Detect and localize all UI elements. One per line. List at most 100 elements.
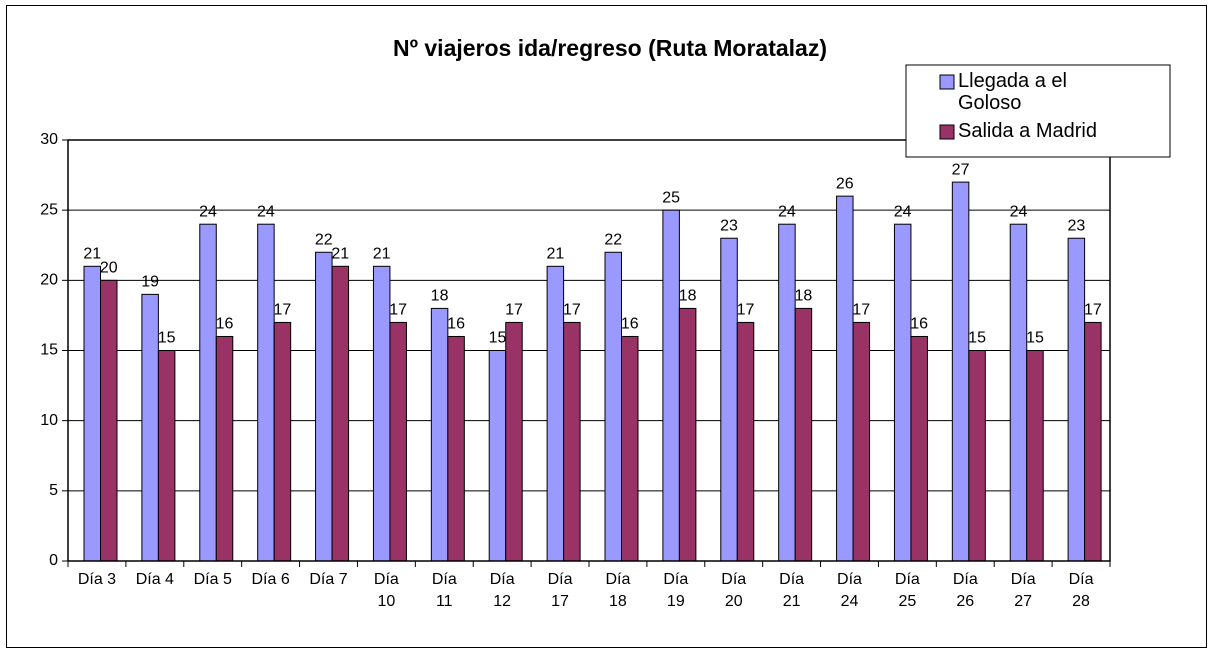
x-tick-label: Día 11 — [432, 571, 457, 610]
bar — [447, 335, 465, 562]
data-label: 17 — [389, 302, 407, 319]
legend-label: Salida a Madrid — [958, 120, 1097, 142]
bar — [852, 321, 871, 562]
data-label: 23 — [720, 217, 738, 234]
x-tick-label: Día 19 — [663, 571, 688, 610]
data-label: 24 — [894, 203, 912, 220]
x-tick-label: Día 4 — [136, 571, 174, 588]
data-label: 17 — [505, 302, 523, 319]
bar — [372, 265, 391, 562]
bar — [389, 321, 407, 562]
data-label: 17 — [737, 302, 755, 319]
bar — [546, 265, 565, 562]
data-label: 26 — [836, 175, 854, 192]
x-tick-label: Día 20 — [721, 571, 746, 610]
bar — [430, 307, 449, 562]
bar — [1067, 237, 1086, 562]
x-tick-label: Día 5 — [194, 571, 232, 588]
plot-border — [67, 139, 1111, 562]
x-tick-label: Día 26 — [953, 571, 978, 610]
data-label: 21 — [83, 246, 101, 263]
x-tick-label: Día 7 — [309, 571, 347, 588]
x-tick-label: Día 27 — [1011, 571, 1036, 610]
bar — [893, 223, 912, 562]
bar — [488, 350, 507, 562]
bar — [1084, 321, 1102, 562]
data-label: 21 — [373, 246, 391, 263]
y-tick-label: 30 — [40, 131, 58, 148]
bar — [910, 335, 928, 562]
bar — [505, 321, 523, 562]
bar — [157, 350, 176, 562]
bar — [720, 237, 738, 562]
data-label: 16 — [216, 316, 234, 333]
bar — [273, 321, 292, 562]
bar — [100, 279, 118, 562]
bar — [604, 251, 622, 562]
data-label: 27 — [952, 161, 970, 178]
data-label: 24 — [1010, 203, 1028, 220]
data-label: 19 — [141, 274, 159, 291]
bar — [331, 265, 350, 562]
bar — [257, 223, 275, 562]
bar — [83, 265, 101, 562]
y-tick-label: 20 — [40, 272, 58, 289]
legend-label: Llegada a el Goloso — [958, 70, 1067, 114]
legend-swatch — [939, 124, 955, 140]
data-label: 17 — [563, 302, 581, 319]
bar — [678, 307, 697, 562]
x-tick-label: Día 24 — [837, 571, 862, 610]
y-tick-label: 10 — [40, 412, 58, 429]
y-tick-label: 25 — [40, 201, 58, 218]
x-tick-label: Día 18 — [605, 571, 630, 610]
data-label: 20 — [100, 260, 118, 277]
x-tick-label: Día 3 — [78, 571, 116, 588]
data-label: 24 — [199, 203, 217, 220]
data-label: 18 — [431, 288, 449, 305]
x-tick-label: Día 28 — [1069, 571, 1094, 610]
legend-swatch — [939, 74, 955, 90]
bar — [794, 307, 813, 562]
data-label: 16 — [447, 316, 465, 333]
data-label: 16 — [621, 316, 639, 333]
data-label: 17 — [852, 302, 870, 319]
data-label: 18 — [679, 288, 697, 305]
y-tick-label: 5 — [49, 482, 58, 499]
data-label: 16 — [910, 316, 928, 333]
data-label: 15 — [158, 330, 176, 347]
data-label: 25 — [662, 189, 680, 206]
bar — [778, 223, 796, 562]
bar — [836, 195, 854, 562]
bar — [951, 181, 970, 562]
bar — [199, 223, 217, 562]
y-tick-label: 0 — [49, 552, 58, 569]
x-tick-label: Día 6 — [251, 571, 289, 588]
bar — [1026, 350, 1044, 562]
x-tick-label: Día 12 — [490, 571, 515, 610]
data-label: 23 — [1067, 217, 1085, 234]
bar — [968, 350, 986, 562]
data-label: 21 — [331, 246, 349, 263]
data-label: 22 — [315, 231, 333, 248]
x-tick-label: Día 17 — [548, 571, 573, 610]
data-label: 15 — [489, 330, 507, 347]
data-label: 17 — [274, 302, 292, 319]
data-label: 15 — [968, 330, 986, 347]
data-label: 18 — [795, 288, 813, 305]
data-label: 17 — [1084, 302, 1102, 319]
bar — [736, 321, 755, 562]
data-label: 24 — [257, 203, 275, 220]
bar — [215, 335, 234, 562]
chart-title: Nº viajeros ida/regreso (Ruta Moratalaz) — [393, 35, 827, 61]
bar — [563, 321, 581, 562]
bar — [662, 209, 680, 562]
data-label: 21 — [546, 246, 564, 263]
bar — [315, 251, 333, 562]
x-tick-label: Día 21 — [779, 571, 804, 610]
data-label: 22 — [604, 231, 622, 248]
data-label: 24 — [778, 203, 796, 220]
bar — [1009, 223, 1028, 562]
x-tick-label: Día 25 — [895, 571, 920, 610]
x-tick-label: Día 10 — [374, 571, 399, 610]
